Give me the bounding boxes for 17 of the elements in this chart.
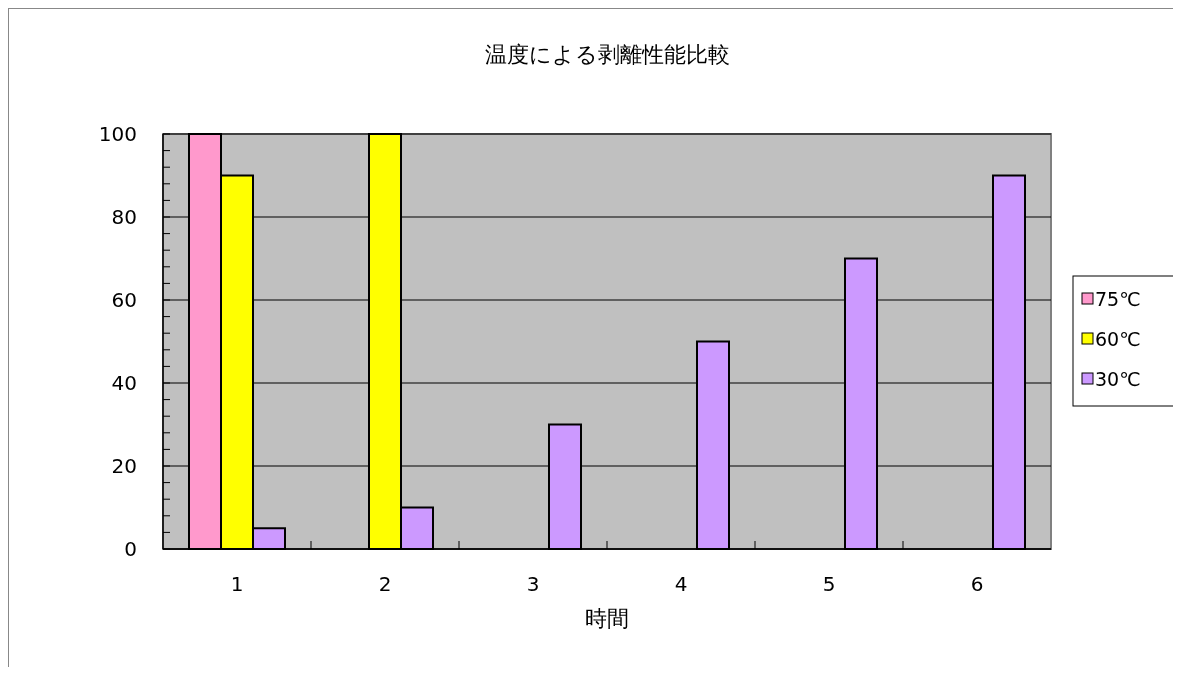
y-tick-label: 60 (111, 288, 137, 312)
x-tick-label: 3 (526, 572, 540, 596)
chart-title: 温度による剥離性能比較 (484, 42, 730, 67)
y-tick-label: 0 (124, 537, 137, 561)
legend-label: 30℃ (1095, 367, 1141, 390)
x-tick-label: 2 (378, 572, 392, 596)
x-axis-title: 時間 (585, 606, 629, 631)
y-tick-label: 100 (98, 122, 137, 146)
y-tick-label: 40 (111, 371, 137, 395)
legend-label: 60℃ (1095, 327, 1141, 350)
x-tick-label: 4 (674, 572, 688, 596)
y-tick-label: 80 (111, 205, 137, 229)
x-tick-label: 5 (822, 572, 836, 596)
x-tick-label: 6 (970, 572, 984, 596)
legend-label: 75℃ (1095, 287, 1141, 310)
y-tick-label: 20 (111, 454, 137, 478)
x-tick-label: 1 (230, 572, 244, 596)
